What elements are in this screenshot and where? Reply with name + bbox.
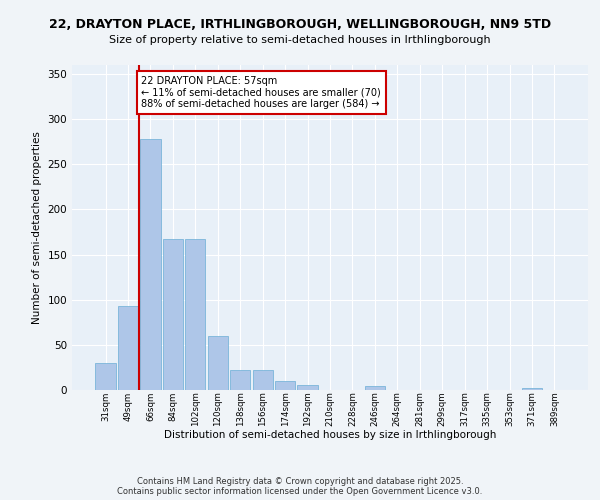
Bar: [365, 386, 385, 390]
Bar: [163, 239, 183, 390]
Bar: [298, 386, 317, 390]
Text: 22 DRAYTON PLACE: 57sqm
← 11% of semi-detached houses are smaller (70)
88% of se: 22 DRAYTON PLACE: 57sqm ← 11% of semi-de…: [142, 76, 381, 109]
Bar: [208, 336, 228, 390]
Text: Size of property relative to semi-detached houses in Irthlingborough: Size of property relative to semi-detach…: [109, 35, 491, 45]
Bar: [140, 139, 161, 390]
Bar: [95, 363, 116, 390]
Bar: [118, 306, 138, 390]
Bar: [230, 370, 250, 390]
X-axis label: Distribution of semi-detached houses by size in Irthlingborough: Distribution of semi-detached houses by …: [164, 430, 496, 440]
Bar: [275, 381, 295, 390]
Text: Contains HM Land Registry data © Crown copyright and database right 2025.
Contai: Contains HM Land Registry data © Crown c…: [118, 476, 482, 496]
Text: 22, DRAYTON PLACE, IRTHLINGBOROUGH, WELLINGBOROUGH, NN9 5TD: 22, DRAYTON PLACE, IRTHLINGBOROUGH, WELL…: [49, 18, 551, 30]
Bar: [185, 239, 205, 390]
Bar: [253, 370, 273, 390]
Y-axis label: Number of semi-detached properties: Number of semi-detached properties: [32, 131, 42, 324]
Bar: [522, 388, 542, 390]
